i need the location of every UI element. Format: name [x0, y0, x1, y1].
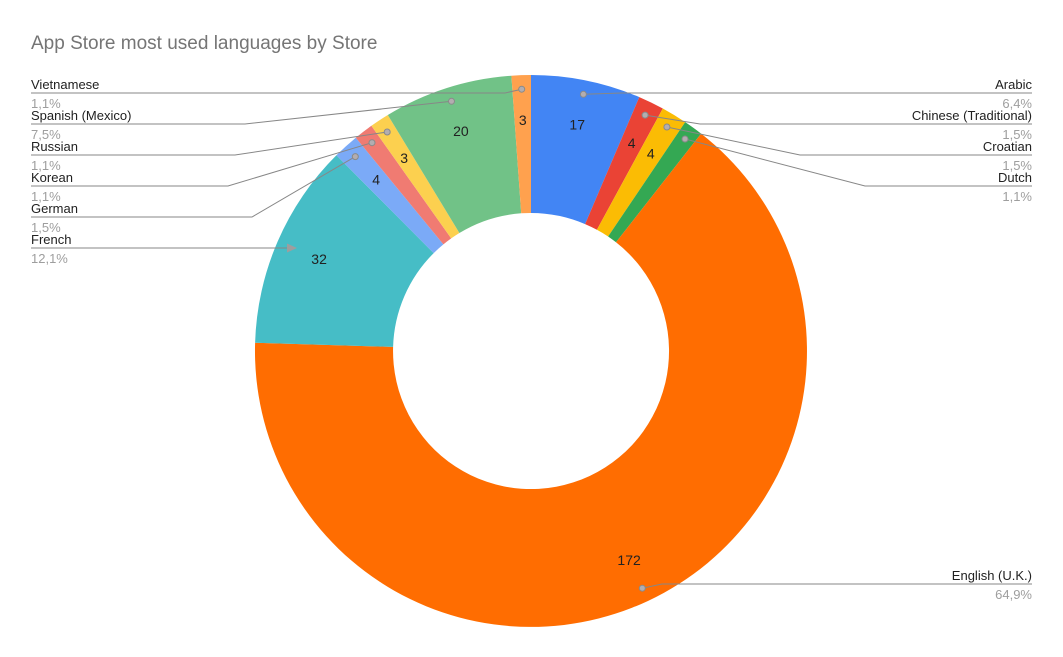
slice-value-croatian: 4: [647, 146, 655, 162]
callout-dot-dutch: [681, 135, 689, 143]
callout-pct-chinese-traditional: 1,5%: [1002, 127, 1032, 142]
slice-croatian[interactable]: [596, 108, 686, 237]
callout-name-spanish-mexico: Spanish (Mexico): [31, 108, 131, 123]
slice-spanish-mexico[interactable]: [387, 75, 522, 233]
callout-name-french: French: [31, 232, 71, 247]
callout-line-arabic: [583, 92, 1032, 95]
slice-korean[interactable]: [355, 125, 452, 245]
slice-value-arabic: 17: [569, 117, 585, 133]
slice-value-russian: 3: [400, 150, 408, 166]
slice-chinese-traditional[interactable]: [585, 97, 663, 230]
slice-value-french: 32: [311, 251, 327, 267]
slice-french[interactable]: [255, 155, 434, 347]
callout-pct-arabic: 6,4%: [1002, 96, 1032, 111]
callout-name-german: German: [31, 201, 78, 216]
slice-value-german: 4: [372, 172, 380, 188]
callout-name-dutch: Dutch: [998, 170, 1032, 185]
callout-dot-german: [351, 153, 359, 161]
chart-title: App Store most used languages by Store: [31, 33, 378, 54]
callout-line-korean: [31, 142, 373, 187]
callout-name-croatian: Croatian: [983, 139, 1032, 154]
callout-line-dutch: [684, 138, 1032, 187]
slice-english-u-k[interactable]: [254, 133, 807, 627]
callout-pct-english-u-k: 64,9%: [995, 587, 1032, 602]
slice-arabic[interactable]: [531, 74, 640, 225]
callout-dot-croatian: [663, 123, 671, 131]
callout-name-korean: Korean: [31, 170, 73, 185]
callout-dot-spanish-mexico: [448, 97, 455, 105]
callout-pct-german: 1,5%: [31, 220, 61, 235]
callout-pct-croatian: 1,5%: [1002, 158, 1032, 173]
callout-line-chinese-traditional: [645, 114, 1032, 125]
callout-dot-arabic: [579, 90, 587, 98]
callout-name-chinese-traditional: Chinese (Traditional): [912, 108, 1032, 123]
callout-line-spanish-mexico: [31, 100, 452, 125]
callout-name-vietnamese: Vietnamese: [31, 77, 99, 92]
callout-pct-spanish-mexico: 7,5%: [31, 127, 61, 142]
callout-pct-korean: 1,1%: [31, 189, 61, 204]
callout-line-german: [31, 156, 356, 218]
callout-name-russian: Russian: [31, 139, 78, 154]
callout-line-vietnamese: [31, 88, 522, 94]
callout-pct-french: 12,1%: [31, 251, 68, 266]
slice-value-vietnamese: 3: [519, 112, 527, 128]
callout-name-english-u-k: English (U.K.): [952, 568, 1032, 583]
callout-pct-russian: 1,1%: [31, 158, 61, 173]
callout-name-arabic: Arabic: [995, 77, 1032, 92]
slice-dutch[interactable]: [608, 122, 702, 243]
callout-line-croatian: [666, 126, 1032, 156]
callout-dot-russian: [383, 128, 391, 136]
slice-german[interactable]: [336, 137, 444, 254]
callout-arrow-french: [287, 243, 297, 253]
callout-line-english-u-k: [642, 583, 1032, 589]
callout-line-russian: [31, 131, 388, 156]
slice-value-spanish-mexico: 20: [453, 123, 469, 139]
callout-dot-chinese-traditional: [641, 111, 649, 119]
callout-pct-vietnamese: 1,1%: [31, 96, 61, 111]
callout-dot-english-u-k: [638, 584, 646, 592]
slice-russian[interactable]: [371, 115, 460, 239]
callout-pct-dutch: 1,1%: [1002, 189, 1032, 204]
callout-dot-korean: [368, 139, 376, 147]
slice-value-english-u-k: 172: [617, 552, 641, 568]
callout-dot-vietnamese: [518, 85, 526, 93]
slice-vietnamese[interactable]: [511, 75, 531, 214]
slice-value-chinese-traditional: 4: [628, 135, 636, 151]
